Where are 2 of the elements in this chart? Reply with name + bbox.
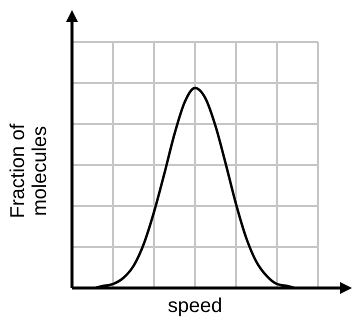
y-axis-title: Fraction of molecules — [7, 123, 51, 218]
x-axis-title: speed — [168, 295, 222, 317]
